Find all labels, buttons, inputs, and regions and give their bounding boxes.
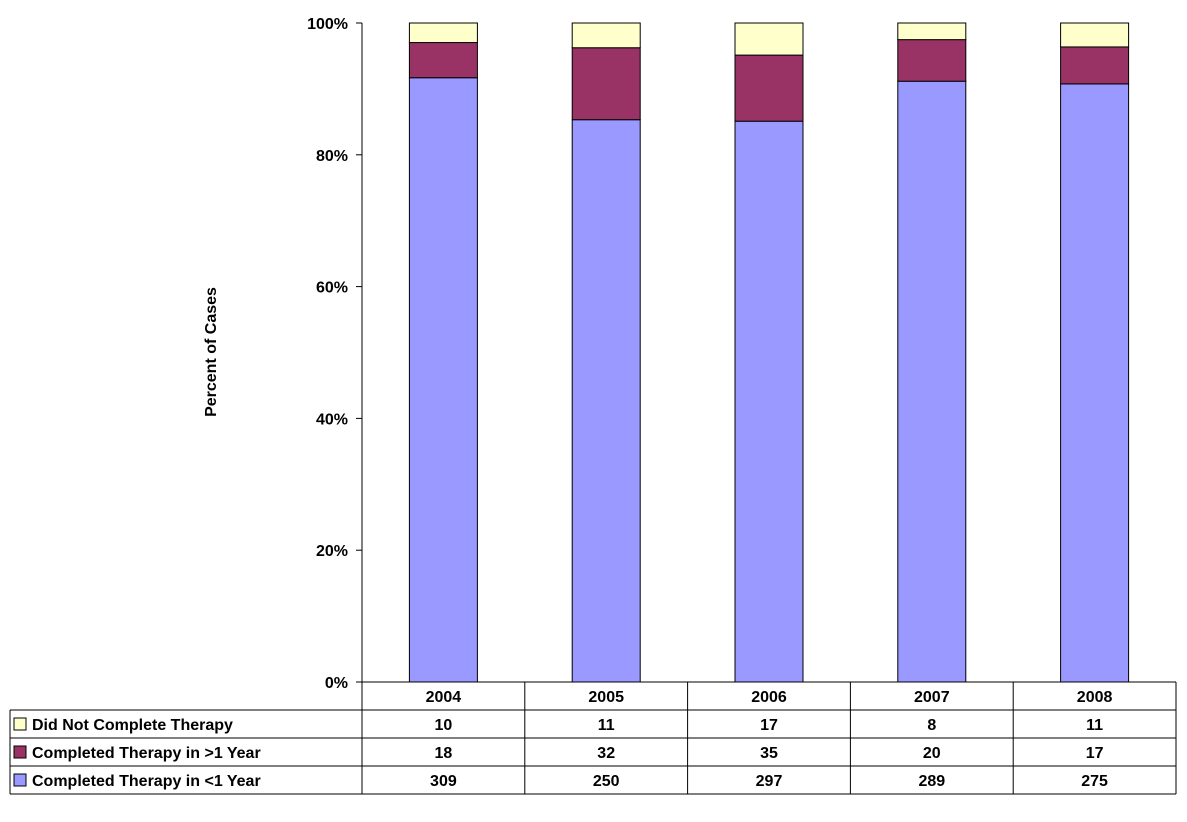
bar-2004-series-1 [408, 42, 478, 79]
bar-2005-series-2 [571, 22, 641, 49]
x-category-label: 2004 [426, 689, 462, 706]
legend-swatch [13, 773, 27, 787]
legend-swatch [13, 745, 27, 759]
bar-2008-series-0 [1060, 83, 1130, 683]
legend-entry: Completed Therapy in <1 Year [32, 773, 261, 790]
y-tick-label: 40% [316, 411, 348, 428]
legend-entry: Did Not Complete Therapy [32, 717, 233, 734]
x-category-label: 2008 [1077, 689, 1113, 706]
y-tick-label: 100% [307, 16, 348, 33]
bar-2007-series-2 [897, 22, 967, 41]
table-cell-value: 8 [927, 717, 936, 734]
table-cell-value: 275 [1081, 773, 1108, 790]
table-cell-value: 32 [597, 745, 615, 762]
data-table: 2004 2005 2006 2007 2008 Did Not Complete The… [9, 681, 1177, 795]
y-tick-label: 20% [316, 543, 348, 560]
bar-2007-series-0 [897, 80, 967, 683]
y-tick-label: 60% [316, 280, 348, 297]
y-tick-label: 0% [325, 675, 348, 692]
table-cell-value: 289 [918, 773, 945, 790]
table-cell-value: 17 [760, 717, 778, 734]
bar-2005-series-1 [571, 47, 641, 121]
table-cell-value: 11 [598, 717, 615, 734]
bar-2008-series-1 [1060, 46, 1130, 85]
table-cell-value: 18 [435, 745, 453, 762]
table-cell-value: 17 [1086, 745, 1104, 762]
plot-area [408, 22, 1130, 683]
legend-entry: Completed Therapy in >1 Year [32, 745, 261, 762]
table-cell-value: 20 [923, 745, 941, 762]
bar-2005-series-0 [571, 119, 641, 683]
table-cell-value: 297 [756, 773, 783, 790]
bar-2008-series-2 [1060, 22, 1130, 48]
table-cell-value: 250 [593, 773, 620, 790]
bar-2004-series-2 [408, 22, 478, 44]
x-category-label: 2007 [914, 689, 950, 706]
bar-2006-series-1 [734, 54, 804, 122]
bar-2007-series-1 [897, 39, 967, 82]
table-cell-value: 11 [1086, 717, 1103, 734]
legend-swatch [13, 717, 27, 731]
y-axis-label: Percent of Cases [203, 287, 220, 417]
bar-2006-series-0 [734, 120, 804, 683]
axes: 0% 20% 40% 60% 80% 100% [307, 16, 363, 692]
bar-2006-series-2 [734, 22, 804, 56]
bar-2004-series-0 [408, 77, 478, 683]
table-cell-value: 35 [760, 745, 778, 762]
table-cell-value: 309 [430, 773, 457, 790]
x-category-label: 2006 [751, 689, 787, 706]
x-category-label: 2005 [588, 689, 624, 706]
y-tick-label: 80% [316, 148, 348, 165]
table-cell-value: 10 [435, 717, 453, 734]
